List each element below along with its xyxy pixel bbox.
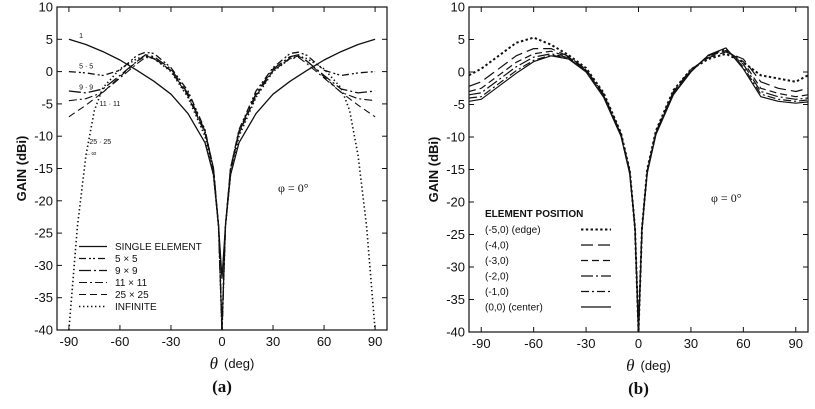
x-axis-unit: (deg) [641, 358, 671, 373]
legend-entry: INFINITE [115, 302, 157, 313]
curve-tag: ←∞ [84, 151, 96, 158]
legend-entry: (-4,0) [485, 241, 509, 252]
y-tick-label: 5 [46, 32, 53, 47]
legend-title: ELEMENT POSITION [485, 209, 583, 220]
series-group [68, 38, 376, 330]
x-tick-label: 60 [317, 334, 331, 349]
y-tick-label: -10 [446, 130, 465, 145]
series-line-5 [469, 47, 808, 332]
x-tick-label: 90 [789, 336, 803, 351]
series-line-2 [68, 51, 376, 330]
x-tick-label: 60 [736, 336, 750, 351]
y-tick-label: -5 [453, 97, 465, 112]
phi-annotation: φ = 0° [711, 191, 742, 205]
legend-entry: 9 × 9 [115, 266, 138, 277]
legend-entry: (-3,0) [485, 256, 509, 267]
y-tick-label: -10 [34, 129, 53, 144]
y-tick-label: 10 [451, 0, 465, 15]
x-axis-unit: (deg) [224, 356, 254, 371]
curve-tag: 25 · 25 [89, 139, 111, 146]
x-tick-label: -30 [577, 336, 596, 351]
y-tick-label: -15 [34, 161, 53, 176]
y-tick-label: -20 [446, 195, 465, 210]
x-axis-symbol: θ [626, 356, 634, 375]
y-axis-label: GAIN (dBi) [14, 136, 29, 202]
curve-tag: 11 · 11 [100, 101, 121, 108]
series-line-4 [469, 48, 808, 332]
y-tick-label: -25 [34, 226, 53, 241]
x-tick-label: 90 [368, 334, 382, 349]
y-axis-label: GAIN (dBi) [426, 137, 441, 203]
legend-entry: (-2,0) [485, 272, 509, 283]
plot-frame [468, 6, 809, 333]
x-tick-label: -60 [111, 334, 130, 349]
series-line-6 [469, 47, 808, 332]
legend-entry: (-1,0) [485, 287, 509, 298]
series-line-4 [68, 56, 376, 330]
chart-panel-b: 10 5 0 -5 -10 -15 -20 -25 -30 -35 -40 -90 -60 -30 0 30 6… [426, 0, 809, 398]
y-tick-label: 0 [46, 64, 53, 79]
legend-entry: (0,0) (center) [485, 303, 543, 314]
chart-panel-a: 10 5 0 -5 -10 -15 -20 -25 -30 -35 -40 -90 -60 -30 0 30 6… [14, 0, 388, 396]
curve-tag: 9 · 9 [79, 85, 93, 92]
x-tick-label: -90 [472, 336, 491, 351]
y-tick-label: 10 [39, 0, 53, 15]
y-tick-label: -30 [34, 258, 53, 273]
panel-label: (a) [212, 377, 232, 396]
y-tick-label: 5 [458, 32, 465, 47]
x-tick-label: 0 [635, 336, 642, 351]
x-tick-label: -60 [524, 336, 543, 351]
y-tick-label: -40 [446, 325, 465, 340]
y-tick-label: -15 [446, 162, 465, 177]
legend-entry: 5 × 5 [115, 254, 138, 265]
legend-entry: 11 × 11 [115, 278, 148, 289]
x-tick-label: -90 [60, 334, 79, 349]
series-line-3 [469, 49, 808, 332]
panel-label: (b) [628, 379, 649, 398]
legend-entry: 25 × 25 [115, 290, 149, 301]
y-tick-label: -20 [34, 193, 53, 208]
x-tick-label: 30 [266, 334, 280, 349]
curve-tag: 1 [79, 33, 83, 40]
x-tick-label: 0 [218, 334, 225, 349]
y-tick-label: -35 [34, 290, 53, 305]
x-tick-label: -30 [162, 334, 181, 349]
y-tick-label: -35 [446, 292, 465, 307]
y-tick-label: -5 [41, 96, 53, 111]
y-tick-label: -30 [446, 260, 465, 275]
y-tick-label: -25 [446, 227, 465, 242]
legend-entry: (-5,0) (edge) [485, 225, 541, 236]
series-line-5 [68, 55, 376, 330]
legend-entry: SINGLE ELEMENT [115, 242, 202, 253]
x-axis-symbol: θ [210, 354, 218, 373]
series-line-2 [469, 47, 808, 332]
curve-tag: 5 · 5 [79, 63, 93, 70]
x-tick-label: 30 [684, 336, 698, 351]
y-tick-label: -40 [34, 323, 53, 338]
y-tick-label: 0 [458, 65, 465, 80]
plot-frame [56, 6, 388, 331]
series-group [469, 36, 808, 332]
phi-annotation: φ = 0° [278, 181, 309, 195]
